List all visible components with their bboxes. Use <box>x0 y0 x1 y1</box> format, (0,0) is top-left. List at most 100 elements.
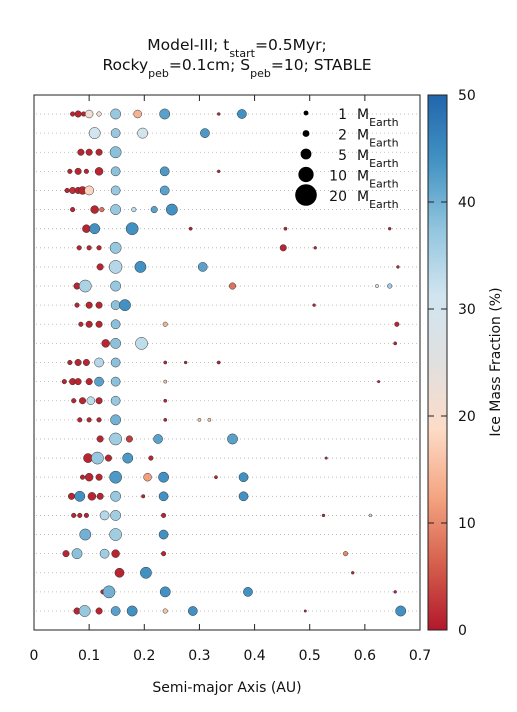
x-tick-label: 0.1 <box>78 648 100 664</box>
planet-point <box>77 417 83 423</box>
planet-point <box>74 302 80 308</box>
planet-point <box>96 492 104 500</box>
planet-point <box>71 548 83 560</box>
planet-point <box>393 590 397 594</box>
planet-point <box>217 112 221 116</box>
planet-point <box>200 128 210 138</box>
planet-point <box>368 513 373 518</box>
planet-point <box>99 510 110 521</box>
planet-point <box>162 321 168 327</box>
planet-point <box>217 169 221 174</box>
planet-point <box>133 109 142 119</box>
planet-point <box>110 490 122 502</box>
planet-point <box>343 551 349 557</box>
planet-point <box>102 585 116 599</box>
planet-point <box>148 455 154 461</box>
planet-point <box>140 566 152 579</box>
planet-point <box>375 284 379 288</box>
size-legend-unit: MEarth <box>357 128 399 150</box>
planet-point <box>62 550 70 558</box>
planet-point <box>321 513 326 518</box>
planet-point <box>67 359 73 366</box>
colorbar-ticks: 0 10 20 30 40 50 <box>428 88 476 639</box>
planet-point <box>394 321 400 327</box>
planet-point <box>395 605 407 617</box>
colorbar-tick-label: 0 <box>458 623 467 639</box>
planet-point <box>71 398 77 404</box>
planet-point <box>279 244 287 252</box>
planet-point <box>71 512 77 518</box>
planet-point <box>313 246 317 250</box>
chart-title-line1: Model-III; tstart=0.5Myr; <box>147 36 326 60</box>
planet-point <box>131 207 137 213</box>
planet-point <box>79 474 86 480</box>
colorbar-tick-label: 20 <box>458 409 476 425</box>
planet-point <box>110 414 122 426</box>
planet-point <box>110 606 121 616</box>
planet-point <box>159 166 170 177</box>
planet-point <box>110 376 121 387</box>
planet-point <box>90 205 99 214</box>
planet-point <box>79 397 87 405</box>
planet-point <box>95 301 103 309</box>
planet-point <box>83 512 89 518</box>
planet-point <box>94 376 104 387</box>
plot-area: 0 0.1 0.2 0.3 0.4 0.5 0.6 0.7 <box>30 94 431 664</box>
planet-point <box>161 512 167 518</box>
planet-point <box>95 473 103 481</box>
planet-point <box>110 128 121 138</box>
planet-point <box>183 360 188 365</box>
planet-point <box>94 167 104 176</box>
planet-point <box>216 360 221 365</box>
x-axis-ticks: 0 0.1 0.2 0.3 0.4 0.5 0.6 0.7 <box>30 95 431 664</box>
planet-point <box>67 492 75 500</box>
planet-point <box>159 108 171 120</box>
planet-point <box>110 185 121 196</box>
planet-point <box>110 204 122 215</box>
planet-point <box>85 378 93 386</box>
x-tick-label: 0.3 <box>188 648 210 664</box>
planet-point <box>110 166 121 177</box>
planet-point <box>283 226 288 231</box>
colorbar-tick-label: 10 <box>458 516 476 532</box>
planet-point <box>125 435 133 443</box>
planet-point <box>78 321 84 327</box>
planet-point <box>110 357 121 368</box>
plot-frame <box>33 94 421 631</box>
planet-point <box>158 529 169 540</box>
planet-point <box>153 434 163 444</box>
size-legend-value: 10 <box>329 169 347 185</box>
planet-point <box>162 608 168 614</box>
planet-point <box>207 417 212 422</box>
planet-point <box>96 263 104 271</box>
planet-point <box>84 185 94 196</box>
planet-point <box>197 417 202 422</box>
size-legend-marker <box>300 148 312 160</box>
planet-point <box>61 379 67 385</box>
planet-point <box>109 470 122 484</box>
planet-point <box>137 127 149 139</box>
planet-point <box>188 226 193 231</box>
planet-point <box>83 168 89 174</box>
planet-point <box>77 512 83 518</box>
planet-point <box>85 320 93 328</box>
planet-point <box>165 203 178 216</box>
planet-point <box>74 490 86 502</box>
planet-point <box>78 279 92 293</box>
planet-point <box>303 609 307 613</box>
planet-point <box>91 451 104 465</box>
planet-point <box>163 360 168 365</box>
planet-point <box>74 110 82 118</box>
planet-point <box>163 417 168 422</box>
planet-point <box>396 265 400 269</box>
planet-point <box>324 456 328 460</box>
planet-point <box>125 222 139 236</box>
planet-point <box>119 299 131 312</box>
planet-point <box>110 319 121 330</box>
planet-point <box>163 379 168 384</box>
x-tick-label: 0.6 <box>354 648 376 664</box>
planet-point <box>163 398 168 403</box>
planet-point <box>110 510 122 521</box>
planet-point <box>84 109 94 119</box>
planet-point <box>158 471 169 483</box>
